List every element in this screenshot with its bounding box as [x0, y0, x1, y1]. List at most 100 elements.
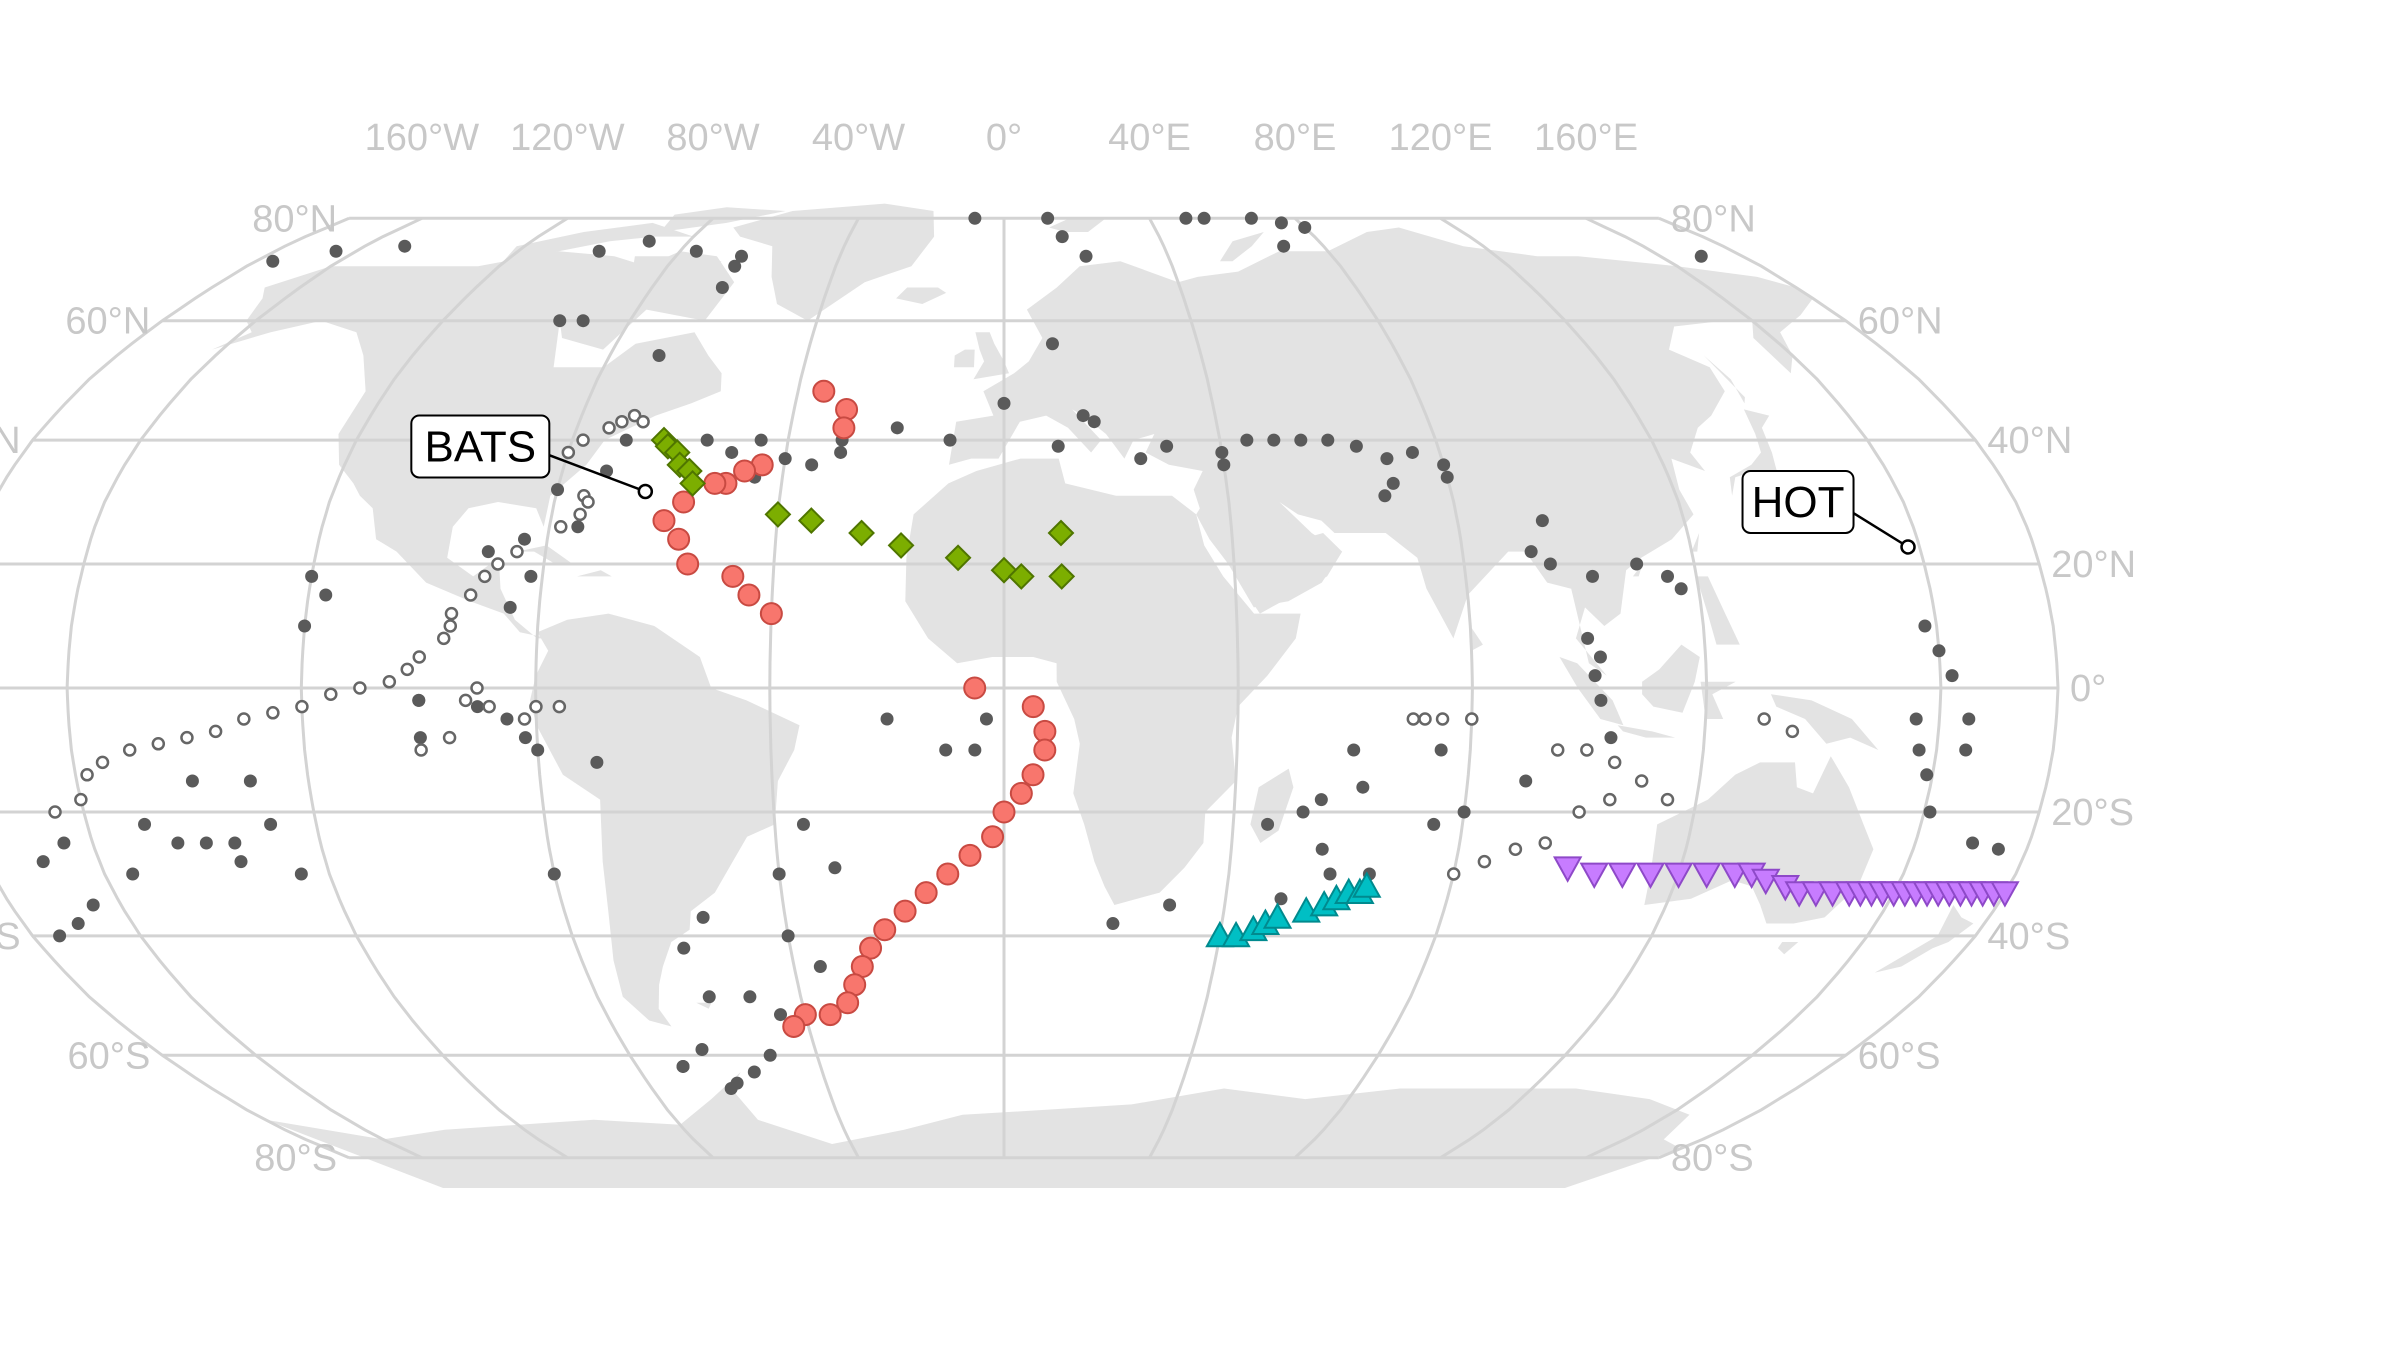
station-point [400, 662, 414, 677]
station-point [1244, 211, 1258, 225]
station-point [667, 527, 691, 551]
station-point [1076, 409, 1090, 423]
station-point [553, 314, 567, 328]
station-point [1427, 817, 1441, 831]
land-sulawesi [1700, 681, 1736, 719]
station-point [477, 569, 492, 584]
station-point [1047, 519, 1075, 547]
station-point [887, 531, 915, 559]
station-point [619, 433, 633, 447]
lon-label: 120°W [510, 117, 625, 159]
lon-label: 40°E [1108, 117, 1191, 159]
station-point [95, 755, 110, 770]
station-point [728, 259, 742, 273]
station-point [1386, 476, 1400, 490]
station-callouts: HOT BATS [410, 414, 1916, 555]
station-point [1990, 881, 2020, 908]
lat-label-right: 80°N [1671, 198, 1756, 240]
station-point [1594, 693, 1608, 707]
lat-label-right: 40°N [1987, 420, 2072, 462]
station-point [733, 459, 757, 483]
station-point [481, 545, 495, 559]
land-south-america [530, 613, 800, 1027]
land-canadian-arctic [499, 222, 694, 267]
series-diamond [650, 426, 1076, 590]
station-point [518, 532, 532, 546]
station-point [1435, 712, 1450, 726]
station-point [500, 712, 514, 726]
station-point [963, 676, 987, 700]
lon-label: 40°W [812, 117, 905, 159]
station-point [600, 464, 614, 478]
land-hispaniola [577, 570, 612, 577]
station-point [1079, 249, 1093, 263]
station-point [53, 929, 67, 943]
callout-station-marker [637, 483, 654, 500]
station-point [1785, 724, 1800, 739]
station-point [1446, 867, 1461, 881]
lat-label-left: 60°N [65, 301, 150, 343]
station-point [944, 544, 972, 572]
station-point [1465, 712, 1479, 726]
station-point [517, 712, 532, 726]
land-japan [1729, 409, 1777, 496]
station-point [797, 507, 825, 535]
station-point [122, 743, 137, 757]
station-point [832, 416, 856, 440]
station-point [1959, 743, 1973, 757]
station-point [1041, 211, 1055, 225]
station-point [1945, 669, 1959, 683]
station-point [1321, 433, 1335, 447]
station-point [470, 700, 484, 714]
station-point [138, 817, 152, 831]
station-point [1909, 712, 1923, 726]
station-point [1349, 439, 1363, 453]
station-point [554, 520, 568, 534]
station-point [443, 619, 458, 633]
station-point [1215, 445, 1229, 459]
station-point [398, 239, 412, 253]
land-taiwan [1691, 533, 1700, 552]
station-point [590, 755, 604, 769]
station-point [979, 712, 993, 726]
station-point [813, 960, 827, 974]
station-point [763, 1048, 777, 1062]
station-point [1607, 755, 1622, 770]
station-point [1277, 239, 1291, 253]
callout-bats: BATS [410, 414, 654, 500]
station-point [1572, 805, 1586, 819]
station-point [818, 1003, 842, 1027]
station-point [1607, 862, 1638, 890]
station-point [1477, 854, 1492, 869]
station-point [1434, 743, 1448, 757]
station-point [1634, 774, 1649, 788]
lon-label: 160°W [365, 117, 480, 159]
station-point [458, 693, 473, 708]
station-point [781, 929, 795, 943]
station-point [412, 650, 427, 664]
station-point [1274, 216, 1288, 230]
station-point [1694, 249, 1708, 263]
station-point [1966, 836, 1980, 850]
station-point [997, 396, 1011, 410]
station-point [491, 557, 505, 571]
land-kamchatka [1752, 320, 1793, 374]
station-point [1918, 619, 1932, 633]
station-point [1580, 743, 1594, 757]
station-point [1160, 439, 1174, 453]
station-point [721, 564, 745, 588]
station-point [754, 433, 768, 447]
station-point [1524, 545, 1538, 559]
station-point [943, 433, 957, 447]
station-point [208, 724, 223, 739]
station-point [1262, 902, 1293, 929]
station-point [1314, 793, 1328, 807]
station-point [836, 991, 860, 1015]
series-filled-dot [36, 211, 2005, 1095]
station-point [126, 867, 140, 881]
land-falklands [696, 1002, 712, 1009]
station-point [1535, 514, 1549, 528]
station-point [1661, 569, 1675, 583]
station-point [470, 681, 484, 695]
station-point [266, 706, 280, 720]
